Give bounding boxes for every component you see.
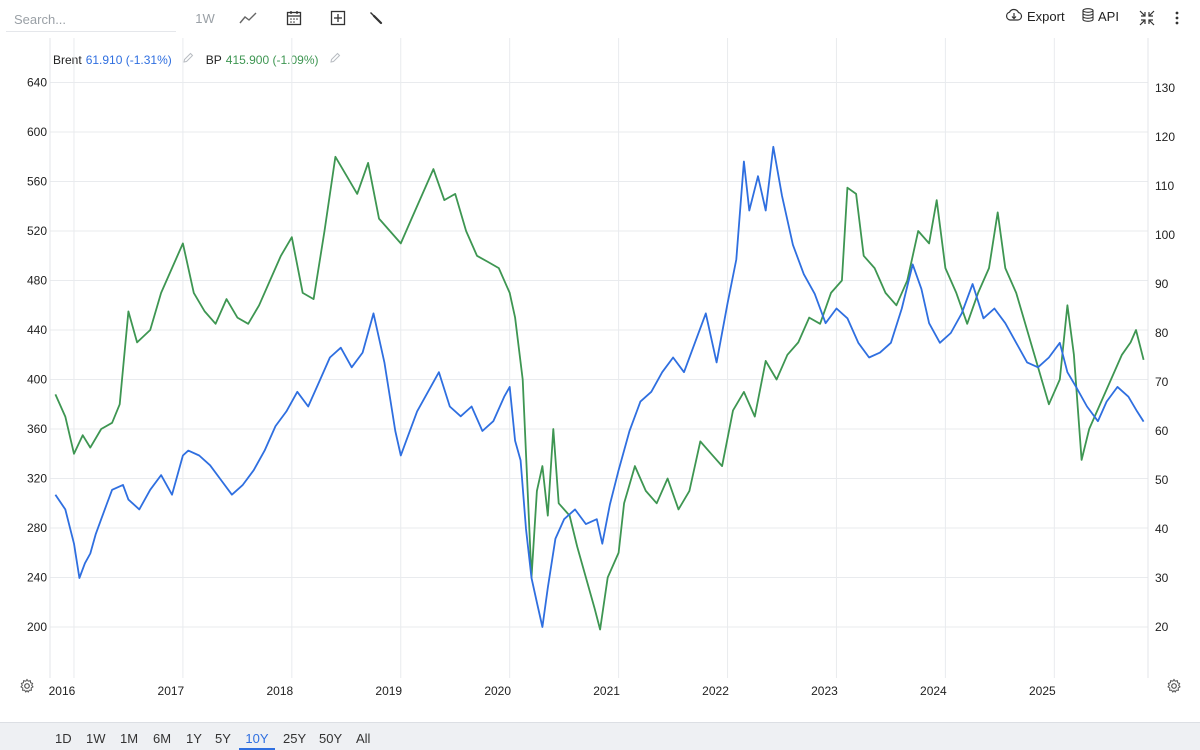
collapse-icon[interactable] — [1138, 6, 1156, 30]
x-tick-label: 2023 — [811, 684, 838, 698]
x-tick-label: 2017 — [158, 684, 185, 698]
right-tick-label: 60 — [1155, 424, 1169, 438]
left-tick-label: 480 — [27, 274, 47, 288]
range-50y-button[interactable]: 50Y — [319, 731, 343, 746]
more-menu-icon[interactable] — [1170, 6, 1184, 30]
left-tick-label: 200 — [27, 620, 47, 634]
left-axis: 200 240 280 320 360 400 440 480 520 560 600 640 — [27, 76, 47, 635]
range-all-button[interactable]: All — [356, 731, 371, 746]
x-tick-label: 2024 — [920, 684, 947, 698]
legend-brent-value: 61.910 (-1.31%) — [85, 52, 172, 67]
export-label: Export — [1027, 9, 1065, 24]
left-tick-label: 640 — [27, 76, 47, 90]
right-tick-label: 100 — [1155, 228, 1175, 242]
right-tick-label: 130 — [1155, 81, 1175, 95]
right-axis-settings-gear-icon[interactable] — [1166, 678, 1182, 694]
left-tick-label: 280 — [27, 521, 47, 535]
toolbar: 1W Export API — [0, 0, 1200, 36]
x-tick-label: 2021 — [593, 684, 620, 698]
left-tick-label: 440 — [27, 323, 47, 337]
right-tick-label: 120 — [1155, 130, 1175, 144]
api-button[interactable]: API — [1082, 8, 1119, 25]
price-chart[interactable]: 200 240 280 320 360 400 440 480 520 560 600 640 20 3… — [0, 0, 1200, 720]
interval-button[interactable]: 1W — [195, 10, 215, 26]
legend-bp-value: 415.900 (-1.09%) — [225, 52, 319, 67]
calendar-icon[interactable] — [285, 6, 303, 30]
left-tick-label: 520 — [27, 224, 47, 238]
range-6m-button[interactable]: 6M — [153, 731, 172, 746]
x-tick-label: 2018 — [266, 684, 293, 698]
range-1m-button[interactable]: 1M — [120, 731, 139, 746]
range-1y-button[interactable]: 1Y — [186, 731, 202, 746]
x-tick-label: 2016 — [49, 684, 76, 698]
time-range-selector: 1D 1W 1M 6M 1Y 5Y 10Y 25Y 50Y All — [0, 722, 1200, 750]
wrench-icon[interactable] — [367, 6, 385, 30]
search-input[interactable] — [6, 8, 176, 32]
left-tick-label: 360 — [27, 422, 47, 436]
range-10y-button[interactable]: 10Y — [239, 731, 275, 750]
legend-brent-name: Brent — [53, 52, 82, 67]
chart-legend: Brent 61.910 (-1.31%) BP 415.900 (-1.09%… — [53, 52, 349, 67]
series-line-bp[interactable] — [54, 155, 1145, 631]
right-tick-label: 50 — [1155, 473, 1169, 487]
right-tick-label: 80 — [1155, 326, 1169, 340]
range-5y-button[interactable]: 5Y — [215, 731, 231, 746]
series-line-brent[interactable] — [54, 145, 1145, 628]
api-label: API — [1098, 9, 1119, 24]
right-tick-label: 20 — [1155, 620, 1169, 634]
edit-brent-pencil-icon[interactable] — [182, 52, 194, 67]
left-tick-label: 240 — [27, 571, 47, 585]
series-lines — [54, 145, 1145, 631]
left-tick-label: 560 — [27, 175, 47, 189]
x-axis: 2016 2017 2018 2019 2020 2021 2022 2023 2024 2025 — [49, 684, 1056, 698]
line-chart-icon[interactable] — [238, 6, 258, 30]
edit-bp-pencil-icon[interactable] — [329, 52, 341, 67]
right-tick-label: 90 — [1155, 277, 1169, 291]
range-1d-button[interactable]: 1D — [55, 731, 72, 746]
database-icon — [1082, 8, 1094, 25]
export-button[interactable]: Export — [1005, 8, 1065, 25]
cloud-download-icon — [1005, 8, 1023, 25]
left-tick-label: 600 — [27, 125, 47, 139]
right-tick-label: 70 — [1155, 375, 1169, 389]
left-tick-label: 400 — [27, 373, 47, 387]
right-axis: 20 30 40 50 60 70 80 90 100 110 120 130 — [1155, 81, 1175, 634]
right-tick-label: 40 — [1155, 522, 1169, 536]
x-tick-label: 2025 — [1029, 684, 1056, 698]
range-1w-button[interactable]: 1W — [86, 731, 106, 746]
right-tick-label: 110 — [1155, 179, 1174, 193]
left-axis-settings-gear-icon[interactable] — [19, 678, 35, 694]
x-tick-label: 2022 — [702, 684, 729, 698]
x-tick-label: 2019 — [375, 684, 402, 698]
grid-lines — [49, 38, 1149, 678]
range-25y-button[interactable]: 25Y — [283, 731, 307, 746]
legend-bp-name: BP — [205, 52, 222, 67]
x-tick-label: 2020 — [484, 684, 511, 698]
add-indicator-icon[interactable] — [329, 6, 347, 30]
right-tick-label: 30 — [1155, 571, 1169, 585]
left-tick-label: 320 — [27, 472, 47, 486]
